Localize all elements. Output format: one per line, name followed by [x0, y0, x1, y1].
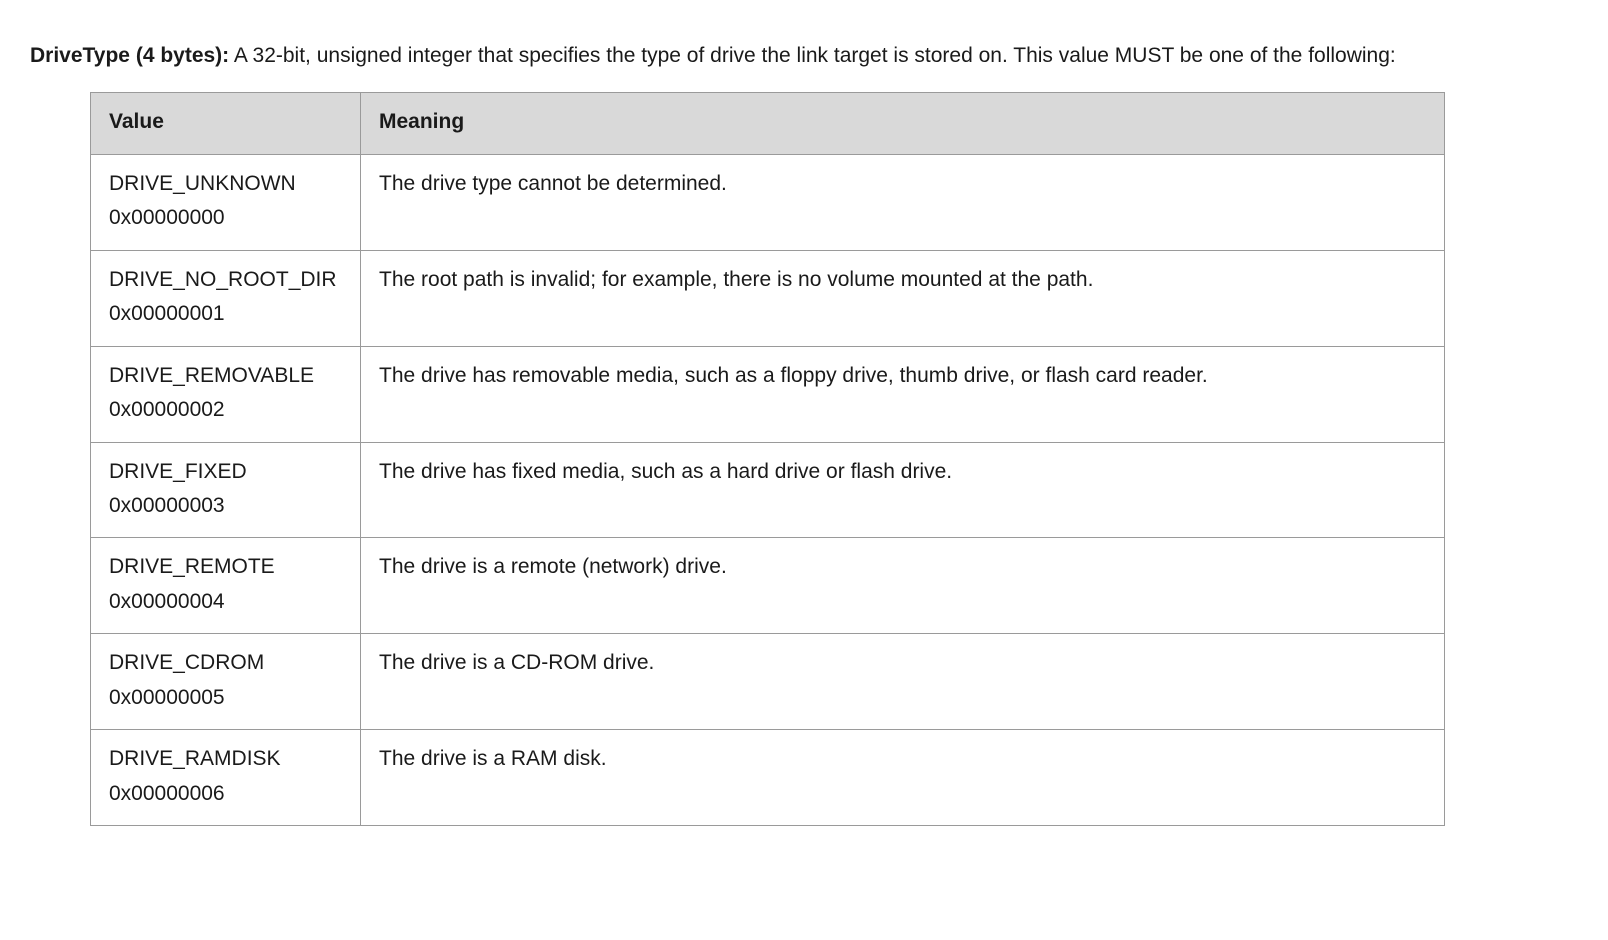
- column-header-value: Value: [91, 93, 361, 154]
- table-row: DRIVE_FIXED 0x00000003 The drive has fix…: [91, 442, 1445, 538]
- value-cell: DRIVE_CDROM 0x00000005: [91, 634, 361, 730]
- column-header-meaning: Meaning: [361, 93, 1445, 154]
- value-cell: DRIVE_UNKNOWN 0x00000000: [91, 154, 361, 250]
- value-name: DRIVE_RAMDISK: [109, 744, 342, 774]
- table-row: DRIVE_REMOTE 0x00000004 The drive is a r…: [91, 538, 1445, 634]
- value-hex: 0x00000002: [109, 395, 342, 425]
- value-name: DRIVE_NO_ROOT_DIR: [109, 265, 342, 295]
- value-cell: DRIVE_REMOVABLE 0x00000002: [91, 346, 361, 442]
- value-hex: 0x00000001: [109, 299, 342, 329]
- field-definition: DriveType (4 bytes): A 32-bit, unsigned …: [30, 41, 1578, 71]
- value-name: DRIVE_FIXED: [109, 457, 342, 487]
- drivetype-table: Value Meaning DRIVE_UNKNOWN 0x00000000 T…: [90, 92, 1445, 826]
- value-cell: DRIVE_FIXED 0x00000003: [91, 442, 361, 538]
- value-hex: 0x00000005: [109, 683, 342, 713]
- value-hex: 0x00000006: [109, 779, 342, 809]
- table-row: DRIVE_RAMDISK 0x00000006 The drive is a …: [91, 730, 1445, 826]
- meaning-cell: The drive has fixed media, such as a har…: [361, 442, 1445, 538]
- meaning-cell: The drive is a CD-ROM drive.: [361, 634, 1445, 730]
- table-body: DRIVE_UNKNOWN 0x00000000 The drive type …: [91, 154, 1445, 825]
- value-cell: DRIVE_REMOTE 0x00000004: [91, 538, 361, 634]
- meaning-cell: The drive is a RAM disk.: [361, 730, 1445, 826]
- value-name: DRIVE_REMOVABLE: [109, 361, 342, 391]
- value-hex: 0x00000004: [109, 587, 342, 617]
- table-row: DRIVE_NO_ROOT_DIR 0x00000001 The root pa…: [91, 250, 1445, 346]
- value-hex: 0x00000000: [109, 203, 342, 233]
- value-name: DRIVE_CDROM: [109, 648, 342, 678]
- value-hex: 0x00000003: [109, 491, 342, 521]
- table-row: DRIVE_REMOVABLE 0x00000002 The drive has…: [91, 346, 1445, 442]
- meaning-cell: The drive has removable media, such as a…: [361, 346, 1445, 442]
- table-row: DRIVE_CDROM 0x00000005 The drive is a CD…: [91, 634, 1445, 730]
- table-header-row: Value Meaning: [91, 93, 1445, 154]
- meaning-cell: The root path is invalid; for example, t…: [361, 250, 1445, 346]
- value-name: DRIVE_REMOTE: [109, 552, 342, 582]
- table-row: DRIVE_UNKNOWN 0x00000000 The drive type …: [91, 154, 1445, 250]
- value-cell: DRIVE_NO_ROOT_DIR 0x00000001: [91, 250, 361, 346]
- meaning-cell: The drive type cannot be determined.: [361, 154, 1445, 250]
- field-description: A 32-bit, unsigned integer that specifie…: [229, 44, 1396, 67]
- value-name: DRIVE_UNKNOWN: [109, 169, 342, 199]
- field-description-paragraph: DriveType (4 bytes): A 32-bit, unsigned …: [30, 41, 1578, 71]
- value-cell: DRIVE_RAMDISK 0x00000006: [91, 730, 361, 826]
- meaning-cell: The drive is a remote (network) drive.: [361, 538, 1445, 634]
- field-name: DriveType (4 bytes):: [30, 44, 229, 67]
